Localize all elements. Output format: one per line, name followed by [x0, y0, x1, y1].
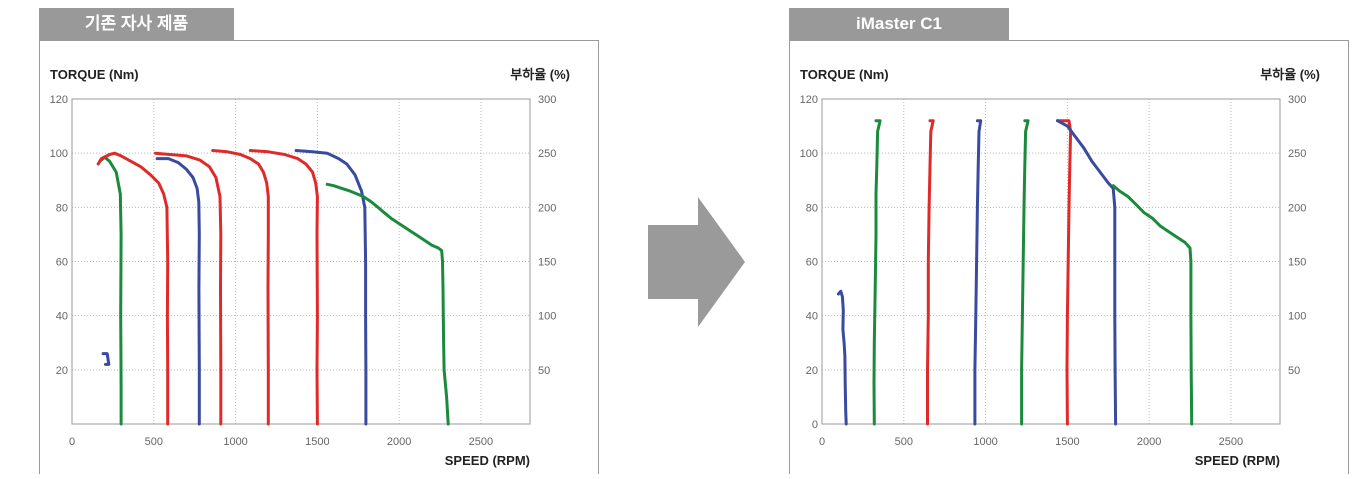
y-tick-label: 20 [56, 365, 68, 377]
right-arrow-icon [648, 197, 745, 327]
series-line-blue [1056, 119, 1118, 426]
y2-tick-label: 300 [538, 94, 556, 106]
plot-area-border [71, 98, 531, 425]
series-line-green [872, 119, 882, 426]
x-tick-label: 1500 [305, 436, 329, 448]
x-tick-label: 0 [69, 436, 75, 448]
y2-tick-label: 200 [538, 202, 556, 214]
panel-imaster-c1: iMaster C1 TORQUE (Nm) 부하율 (%) SPEED (RPM)… [789, 8, 1349, 474]
x-tick-label: 500 [895, 436, 913, 448]
series-line-red [248, 149, 319, 426]
y2-axis-label: 부하율 (%) [1260, 67, 1320, 82]
y-axis-label: TORQUE (Nm) [50, 67, 139, 82]
series-line-blue [836, 289, 848, 426]
panel-existing-product: 기존 자사 제품 TORQUE (Nm) 부하율 (%) SPEED (RPM) 20… [39, 8, 599, 474]
series-line-red [96, 151, 170, 426]
series-line-blue [155, 157, 201, 426]
x-tick-label: 1000 [223, 436, 247, 448]
series-line-green [98, 155, 123, 426]
x-tick-label: 1000 [973, 436, 997, 448]
series-line-blue [101, 352, 111, 366]
panel-title-tab: iMaster C1 [789, 8, 1009, 40]
y2-axis-label: 부하율 (%) [510, 67, 570, 82]
y-tick-label: 60 [806, 257, 818, 269]
x-tick-label: 2500 [1219, 436, 1243, 448]
x-tick-label: 2500 [469, 436, 493, 448]
y-tick-label: 0 [812, 419, 818, 431]
series-line-blue [294, 149, 368, 426]
y-axis-label: TORQUE (Nm) [800, 67, 889, 82]
x-tick-label: 0 [819, 436, 825, 448]
panel-title-tab: 기존 자사 제품 [39, 8, 234, 40]
x-axis-label: SPEED (RPM) [445, 453, 530, 468]
series-line-red [153, 151, 223, 426]
series-line-red [926, 119, 935, 426]
y-tick-label: 40 [56, 311, 68, 323]
x-tick-label: 500 [145, 436, 163, 448]
y-tick-label: 40 [806, 311, 818, 323]
y-tick-label: 100 [800, 148, 818, 160]
y2-tick-label: 150 [1288, 257, 1306, 269]
series-line-green [1020, 119, 1030, 426]
y2-tick-label: 250 [538, 148, 556, 160]
right-arrow-shape [648, 197, 745, 327]
y2-tick-label: 150 [538, 257, 556, 269]
y-tick-label: 60 [56, 257, 68, 269]
x-axis-label: SPEED (RPM) [1195, 453, 1280, 468]
y2-tick-label: 100 [1288, 311, 1306, 323]
chart-frame: TORQUE (Nm) 부하율 (%) SPEED (RPM) 20 40 60 80 100… [39, 40, 599, 474]
y2-tick-label: 100 [538, 311, 556, 323]
y2-tick-label: 300 [1288, 94, 1306, 106]
y-tick-label: 120 [50, 94, 68, 106]
y2-tick-label: 50 [1288, 365, 1300, 377]
y-tick-label: 20 [806, 365, 818, 377]
chart-frame: TORQUE (Nm) 부하율 (%) SPEED (RPM) 0 20 40 60 80 10… [789, 40, 1349, 474]
plot-area-border [821, 98, 1281, 425]
x-tick-label: 1500 [1055, 436, 1079, 448]
y-tick-label: 100 [50, 148, 68, 160]
x-tick-label: 2000 [387, 436, 411, 448]
y-tick-label: 120 [800, 94, 818, 106]
chart-imaster-c1: TORQUE (Nm) 부하율 (%) SPEED (RPM) 0 20 40 60 80 10… [800, 67, 1320, 468]
y2-tick-label: 50 [538, 365, 550, 377]
series-line-blue [973, 119, 983, 426]
series-line-red [211, 149, 270, 426]
y-tick-label: 80 [806, 202, 818, 214]
y2-tick-label: 250 [1288, 148, 1306, 160]
series-line-red [1056, 119, 1073, 426]
y-tick-label: 80 [56, 202, 68, 214]
series-line-green [325, 182, 450, 426]
y2-tick-label: 200 [1288, 202, 1306, 214]
chart-existing-product: TORQUE (Nm) 부하율 (%) SPEED (RPM) 20 40 60 80 100… [50, 67, 570, 468]
series-line-green [1111, 184, 1194, 426]
x-tick-label: 2000 [1137, 436, 1161, 448]
